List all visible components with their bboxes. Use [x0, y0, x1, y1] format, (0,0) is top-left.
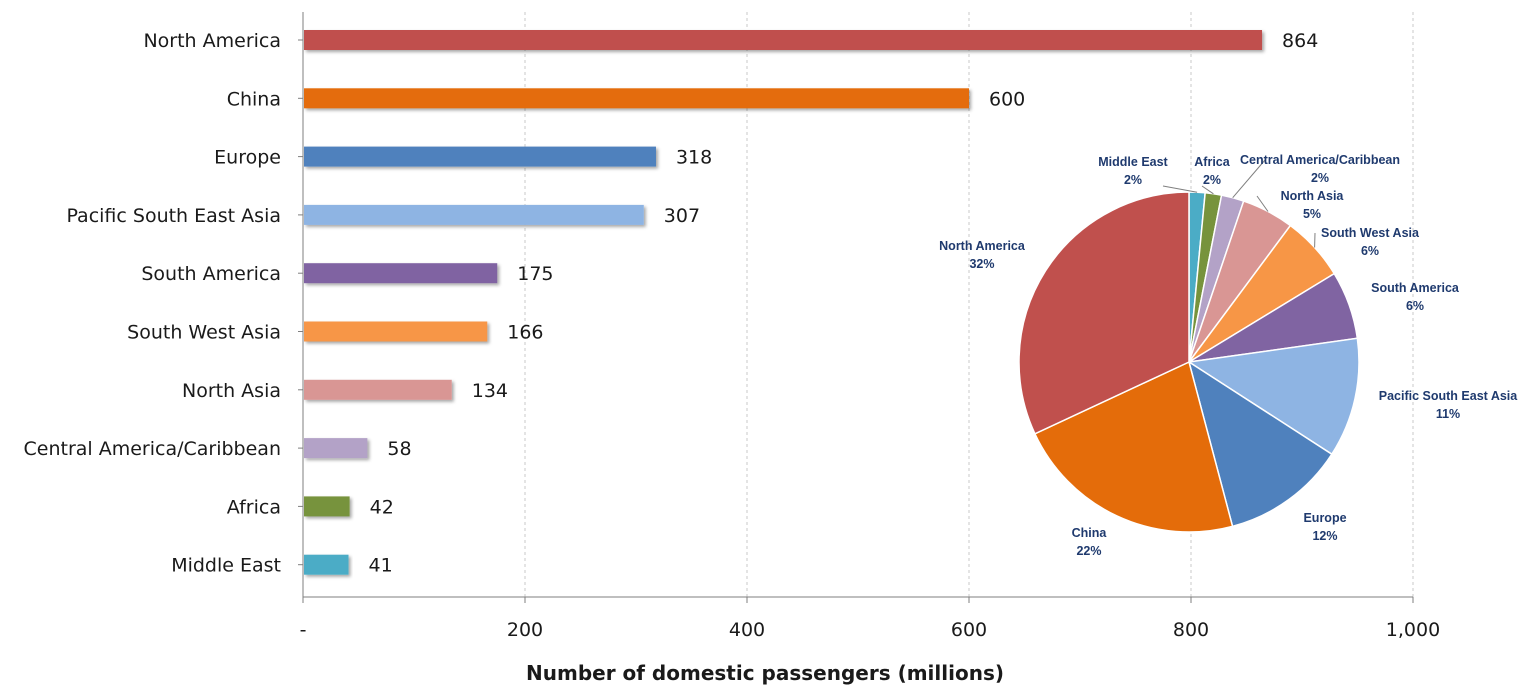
x-tick-label: - — [300, 619, 307, 641]
x-tick-label: 1,000 — [1386, 619, 1440, 641]
x-axis-title: Number of domestic passengers (millions) — [526, 661, 1004, 685]
x-tick-label: 600 — [951, 619, 987, 641]
bar-central-america-caribbean — [304, 438, 368, 459]
bar-chart-value-labels: 864 600 318 307 175 166 134 58 42 41 — [369, 30, 1319, 577]
bar-value-label: 42 — [370, 496, 394, 518]
pie-slice-label: South America 6% — [1371, 281, 1460, 313]
pie-slice-label: Europe 12% — [1303, 511, 1346, 543]
bar-value-label: 41 — [369, 555, 393, 577]
category-label: North America — [143, 30, 281, 52]
pie-slice-label: Pacific South East Asia 11% — [1379, 389, 1519, 421]
pie-slice-label: China 22% — [1072, 526, 1108, 558]
category-label: Europe — [214, 147, 281, 169]
bar-chart-bars — [304, 30, 1263, 575]
bar-middle-east — [304, 554, 349, 575]
pie-slice-north-america — [1018, 191, 1190, 435]
x-tick-label: 200 — [507, 619, 543, 641]
pie-slice-pacific-south-east-asia — [1186, 337, 1360, 456]
bar-value-label: 600 — [989, 88, 1025, 110]
bar-chart-category-labels: North America China Europe Pacific South Ea… — [24, 30, 282, 577]
bar-value-label: 166 — [507, 322, 543, 344]
category-label: South West Asia — [127, 322, 281, 344]
x-tick-label: 800 — [1173, 619, 1209, 641]
pie-leader-line — [1201, 185, 1214, 195]
bar-pacific-south-east-asia — [304, 204, 644, 225]
category-label: South America — [141, 263, 281, 285]
x-tick-label: 400 — [729, 619, 765, 641]
pie-chart-labels: Middle East 2% Africa 2% Central America/Car… — [939, 153, 1518, 558]
pie-slice-label: North Asia 5% — [1281, 189, 1345, 221]
pie-slice-label: Middle East 2% — [1098, 155, 1168, 187]
pie-leader-line — [1256, 195, 1269, 212]
bar-europe — [304, 146, 656, 167]
bar-chart-axes — [298, 12, 1414, 603]
bar-value-label: 134 — [472, 380, 508, 402]
category-label: Central America/Caribbean — [24, 438, 282, 460]
bar-north-america — [304, 30, 1263, 50]
bar-value-label: 175 — [517, 263, 553, 285]
bar-china — [304, 88, 969, 109]
pie-slice-label: North America 32% — [939, 239, 1026, 271]
pie-chart-slices — [1018, 191, 1360, 533]
bar-africa — [304, 496, 350, 517]
bar-value-label: 318 — [676, 147, 712, 169]
pie-slice-china — [1033, 360, 1234, 533]
pie-slice-europe — [1187, 360, 1333, 528]
bar-south-america — [304, 263, 498, 284]
bar-value-label: 864 — [1282, 30, 1318, 52]
bar-chart-x-tick-labels: - 200 400 600 800 1,000 — [300, 619, 1441, 641]
category-label: Africa — [227, 496, 281, 518]
category-label: North Asia — [182, 380, 281, 402]
pie-slice-label: Africa 2% — [1194, 155, 1230, 187]
bar-north-asia — [304, 379, 452, 400]
pie-slice-label: South West Asia 6% — [1321, 226, 1420, 258]
pie-leader-line — [1232, 159, 1266, 199]
pie-slice-label: Central America/Caribbean 2% — [1240, 153, 1400, 185]
category-label: Middle East — [171, 555, 281, 577]
category-label: China — [227, 88, 281, 110]
pie-chart-leader-lines — [1162, 159, 1316, 248]
bar-south-west-asia — [304, 321, 488, 342]
category-label: Pacific South East Asia — [66, 205, 281, 227]
pie-leader-line — [1162, 185, 1198, 193]
bar-value-label: 58 — [387, 438, 411, 460]
bar-value-label: 307 — [664, 205, 700, 227]
